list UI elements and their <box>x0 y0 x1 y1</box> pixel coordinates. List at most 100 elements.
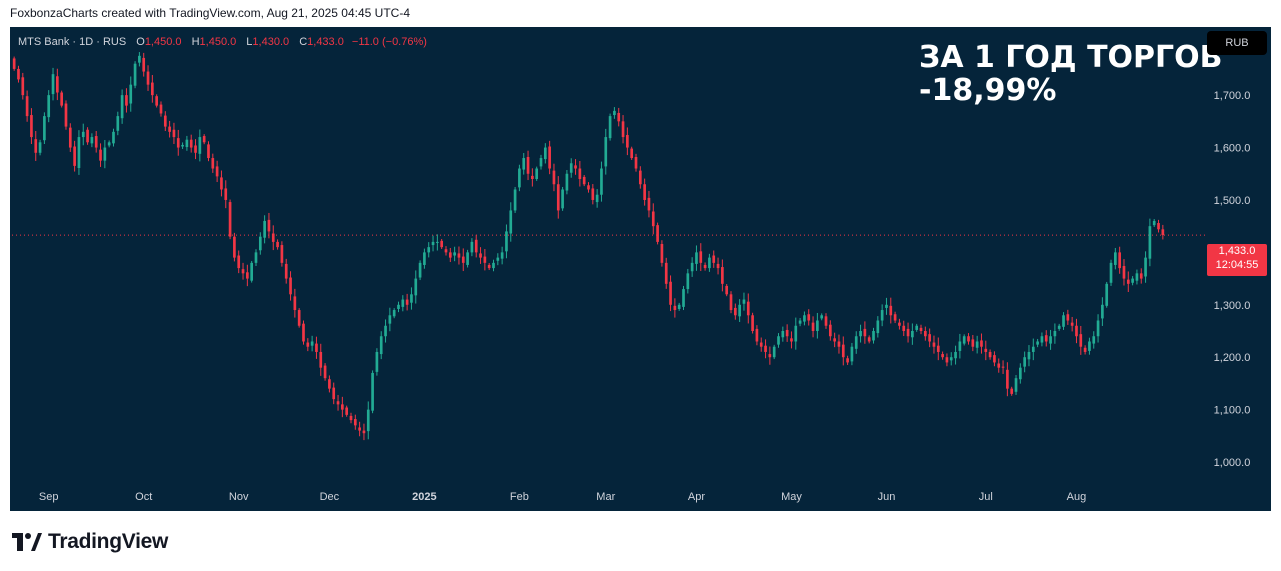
candle-body <box>647 197 651 211</box>
candle-body <box>1101 304 1104 319</box>
candle-body <box>133 63 137 86</box>
candle-body <box>790 338 793 342</box>
candle-body <box>738 304 741 317</box>
high-value: 1,450.0 <box>199 36 237 48</box>
candle-body <box>863 328 867 337</box>
candle-body <box>574 165 577 169</box>
candle-body <box>99 149 102 161</box>
candle-body <box>889 305 893 316</box>
y-tick-label: 1,000.0 <box>1214 457 1251 469</box>
candle-body <box>237 255 241 269</box>
candle-body <box>690 262 694 272</box>
candle-body <box>781 331 785 338</box>
candle-body <box>539 158 543 167</box>
candle-body <box>142 57 146 72</box>
candle-body <box>656 225 659 242</box>
x-tick-label: Apr <box>688 491 705 503</box>
candle-body <box>306 342 310 347</box>
candle-body <box>1148 226 1152 259</box>
candle-body <box>198 137 202 154</box>
chart-panel[interactable]: 1,800.01,700.01,600.01,500.01,400.01,300… <box>10 27 1271 511</box>
candle-body <box>828 324 832 337</box>
candle-body <box>854 336 858 349</box>
candle-body <box>604 137 608 167</box>
candle-body <box>686 273 690 290</box>
candle-body <box>850 346 854 362</box>
candle-body <box>1126 279 1130 284</box>
last-price-badge: 1,433.0 12:04:55 <box>1207 244 1267 276</box>
candle-body <box>470 241 474 253</box>
candle-body <box>820 315 824 319</box>
x-tick-label: Dec <box>320 491 340 503</box>
candle-body <box>1018 367 1022 380</box>
candle-body <box>129 84 133 104</box>
candle-body <box>923 331 927 337</box>
candle-body <box>768 354 772 358</box>
candle-body <box>932 342 936 347</box>
candle-body <box>77 137 81 168</box>
candle-body <box>569 163 573 173</box>
candle-body <box>392 310 396 317</box>
candle-body <box>1049 336 1052 344</box>
candle-body <box>721 267 724 284</box>
currency-button[interactable]: RUB <box>1207 31 1267 55</box>
candle-body <box>751 315 754 331</box>
candle-body <box>591 188 595 200</box>
candle-body <box>284 263 288 279</box>
candle-body <box>168 126 171 132</box>
candle-body <box>513 189 517 211</box>
candle-body <box>1006 369 1009 389</box>
candle-body <box>798 320 802 324</box>
candle-body <box>17 68 20 80</box>
candle-body <box>777 336 780 345</box>
y-tick-label: 1,100.0 <box>1214 405 1251 417</box>
candle-body <box>578 168 582 179</box>
candle-body <box>21 77 25 96</box>
y-axis: 1,800.01,700.01,600.01,500.01,400.01,300… <box>1214 38 1251 469</box>
x-tick-label: Jul <box>979 491 993 503</box>
close-value: 1,433.0 <box>307 36 344 48</box>
tradingview-logo-icon <box>12 533 42 551</box>
candle-body <box>526 156 530 174</box>
candle-body <box>772 346 776 358</box>
candle-body <box>228 202 232 237</box>
candle-body <box>941 354 944 358</box>
candle-body <box>211 158 215 169</box>
open-label: O <box>136 36 145 48</box>
candle-body <box>1001 366 1005 368</box>
candle-body <box>487 264 491 269</box>
candle-body <box>1040 336 1044 343</box>
x-tick-label: Aug <box>1067 491 1087 503</box>
y-tick-label: 1,300.0 <box>1214 300 1251 312</box>
candle-body <box>997 363 1001 368</box>
candle-body <box>466 252 469 265</box>
y-tick-label: 1,200.0 <box>1214 352 1251 364</box>
candle-body <box>56 76 59 93</box>
candle-body <box>43 116 46 141</box>
candle-body <box>1053 331 1057 337</box>
candle-body <box>30 115 33 138</box>
candle-body <box>543 147 547 160</box>
candle-body <box>246 272 249 279</box>
tradingview-logo[interactable]: TradingView <box>12 530 168 554</box>
candle-body <box>436 241 439 243</box>
candle-body <box>785 329 789 337</box>
candles <box>12 52 1165 441</box>
candle-body <box>677 304 681 309</box>
candle-body <box>336 401 340 405</box>
candle-body <box>444 249 448 253</box>
candle-body <box>418 262 422 278</box>
candle-body <box>220 177 223 190</box>
candle-body <box>695 252 698 264</box>
candle-body <box>911 331 914 338</box>
x-tick-label: May <box>781 491 802 503</box>
candle-body <box>349 415 353 421</box>
candle-body <box>505 231 508 252</box>
candle-body <box>984 348 988 352</box>
candle-body <box>185 139 189 148</box>
candlestick-chart[interactable]: 1,800.01,700.01,600.01,500.01,400.01,300… <box>10 27 1271 511</box>
candle-body <box>276 241 279 248</box>
candle-body <box>366 409 370 432</box>
candle-body <box>401 299 405 307</box>
candle-body <box>448 252 452 258</box>
